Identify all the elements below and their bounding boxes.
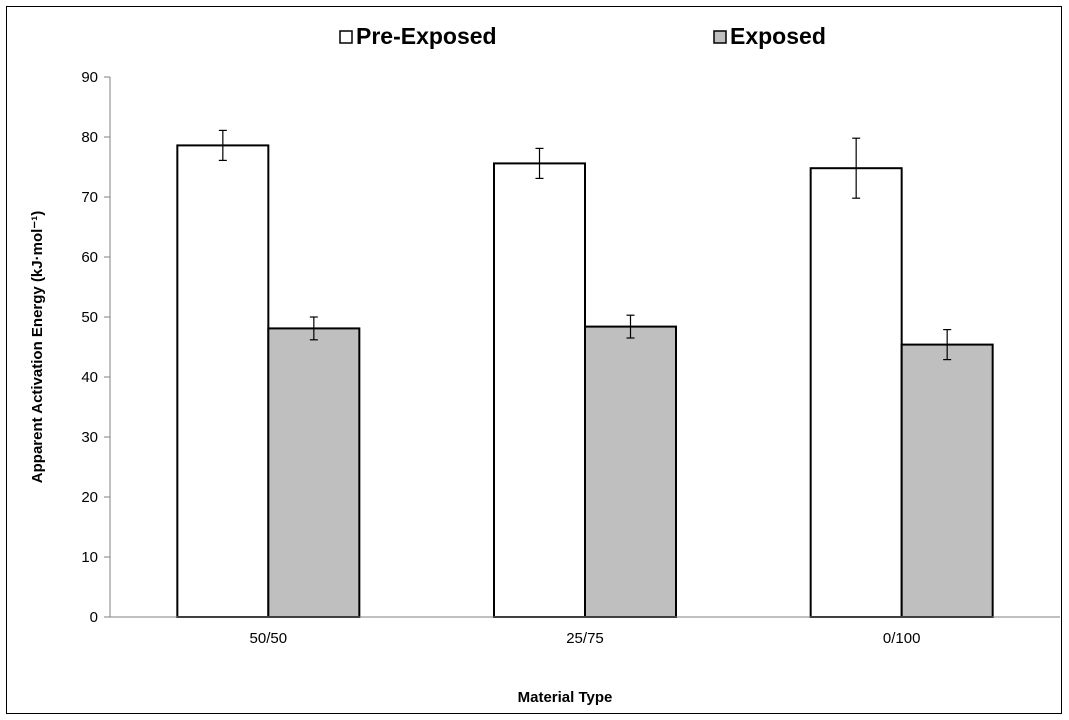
x-tick-label: 0/100 <box>883 630 921 647</box>
legend-label: Exposed <box>730 23 826 49</box>
legend-item-pre-exposed: Pre-Exposed <box>339 23 497 49</box>
legend-item-exposed: Exposed <box>713 23 826 49</box>
y-tick-label: 60 <box>81 249 98 266</box>
y-tick-label: 10 <box>81 549 98 566</box>
y-tick-label: 40 <box>81 369 98 386</box>
bar-exposed-2 <box>900 343 994 618</box>
x-tick-label: 25/75 <box>566 630 604 647</box>
y-tick-label: 0 <box>90 609 98 626</box>
legend-swatch <box>339 30 353 44</box>
legend-label: Pre-Exposed <box>356 23 497 49</box>
error-bar <box>535 147 544 179</box>
y-tick-label: 30 <box>81 429 98 446</box>
bar-pre-exposed-2 <box>809 167 903 618</box>
bar-exposed-0 <box>267 327 361 618</box>
error-bar <box>218 129 227 161</box>
y-tick-label: 70 <box>81 189 98 206</box>
y-tick-label: 90 <box>81 69 98 86</box>
bar-exposed-1 <box>584 325 677 618</box>
bars <box>176 129 994 618</box>
x-axis-title: Material Type <box>518 689 613 706</box>
y-tick-label: 50 <box>81 309 98 326</box>
legend-swatch <box>713 30 727 44</box>
y-axis-title: Apparent Activation Energy (kJ·mol⁻¹) <box>29 211 46 483</box>
bar-pre-exposed-1 <box>493 162 586 618</box>
y-tick-label: 20 <box>81 489 98 506</box>
x-tick-label: 50/50 <box>250 630 288 647</box>
y-tick-label: 80 <box>81 129 98 146</box>
error-bar <box>943 329 952 361</box>
error-bar <box>626 314 635 339</box>
bar-pre-exposed-0 <box>176 144 270 618</box>
x-axis: 50/50 25/75 0/100 <box>110 616 1060 647</box>
error-bar <box>309 316 318 341</box>
legend: Pre-Exposed Exposed <box>339 23 826 49</box>
error-bar <box>852 137 861 199</box>
y-axis: 0 10 20 30 40 50 60 70 80 90 <box>81 69 111 626</box>
